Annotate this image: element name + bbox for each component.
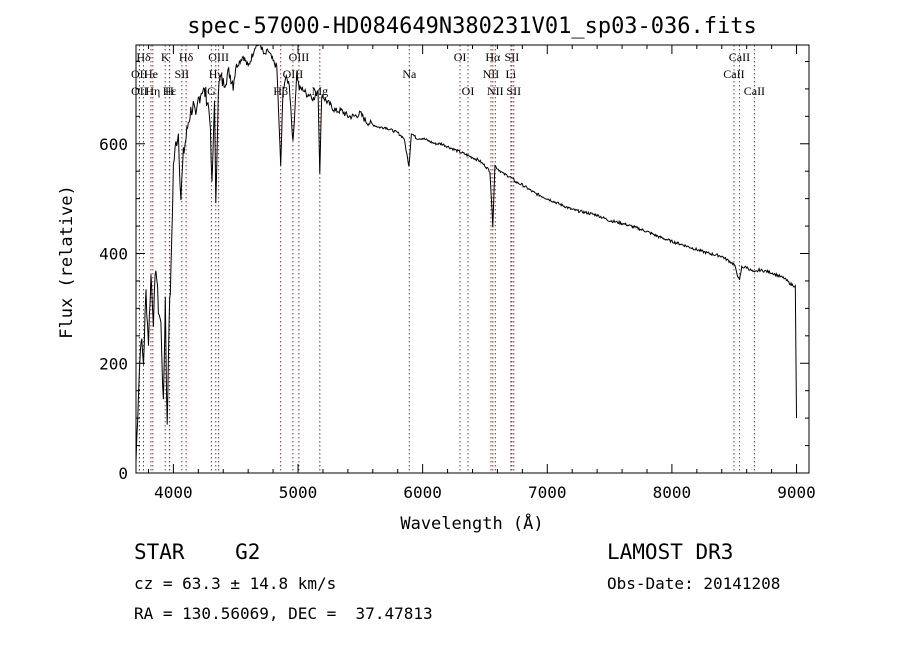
line-marker-label: OIII bbox=[289, 50, 310, 64]
line-marker-label: H bbox=[165, 84, 174, 98]
line-marker-label: CaII bbox=[744, 84, 765, 98]
y-tick-label: 400 bbox=[99, 245, 128, 264]
y-tick-label: 600 bbox=[99, 135, 128, 154]
chart-title: spec-57000-HD084649N380231V01_sp03-036.f… bbox=[187, 14, 757, 39]
object-class: STAR G2 bbox=[134, 540, 261, 564]
x-tick-label: 6000 bbox=[403, 483, 442, 502]
coordinates: RA = 130.56069, DEC = 37.47813 bbox=[134, 604, 433, 623]
line-marker-label: SII bbox=[505, 50, 520, 64]
x-tick-label: 5000 bbox=[279, 483, 318, 502]
line-marker-label: Hβ bbox=[273, 84, 288, 98]
line-marker-label: OII bbox=[131, 84, 148, 98]
line-marker-group: HδOIIOIIHeHηKHεHSIIHδGOIIIHγHβOIIIOIIIMg… bbox=[131, 45, 765, 473]
line-marker-label: CaII bbox=[723, 67, 744, 81]
line-marker-label: Na bbox=[402, 67, 417, 81]
y-tick-label: 200 bbox=[99, 354, 128, 373]
x-axis-label: Wavelength (Å) bbox=[400, 512, 543, 534]
line-marker-label: OI bbox=[454, 50, 467, 64]
spectrum-line bbox=[135, 44, 797, 463]
line-marker-label: SII bbox=[175, 67, 190, 81]
line-marker-label: OIII bbox=[208, 50, 229, 64]
line-marker-label: NII bbox=[483, 67, 500, 81]
line-marker-label: Li bbox=[506, 67, 517, 81]
redshift-value: cz = 63.3 ± 14.8 km/s bbox=[134, 574, 337, 593]
observation-date: Obs-Date: 20141208 bbox=[607, 574, 781, 593]
plot-frame bbox=[135, 44, 810, 474]
line-marker-label: Hε bbox=[163, 84, 177, 98]
x-tick-label: 7000 bbox=[528, 483, 567, 502]
line-marker-label: G bbox=[207, 84, 216, 98]
line-marker-label: OI bbox=[462, 84, 475, 98]
x-tick-label: 4000 bbox=[154, 483, 193, 502]
line-marker-label: Mg bbox=[311, 84, 328, 98]
x-tick-label: 9000 bbox=[777, 483, 816, 502]
x-tick-label: 8000 bbox=[653, 483, 692, 502]
line-marker-label: He bbox=[144, 67, 158, 81]
survey-name: LAMOST DR3 bbox=[607, 540, 734, 564]
y-tick-label: 0 bbox=[118, 464, 128, 483]
line-marker-label: SII bbox=[506, 84, 521, 98]
line-marker-label: K bbox=[161, 50, 170, 64]
axis-ticks: 4000 5000 6000 7000 8000 9000 0 200 400 600 bbox=[99, 45, 816, 502]
y-axis-label: Flux (relative) bbox=[57, 185, 77, 339]
line-marker-label: NII bbox=[487, 84, 504, 98]
line-marker-label: CaII bbox=[729, 50, 750, 64]
line-marker-label: Hδ bbox=[179, 50, 194, 64]
line-marker-label: OIII bbox=[283, 67, 304, 81]
line-marker-label: Hη bbox=[145, 84, 160, 98]
line-marker-label: Hα bbox=[485, 50, 501, 64]
